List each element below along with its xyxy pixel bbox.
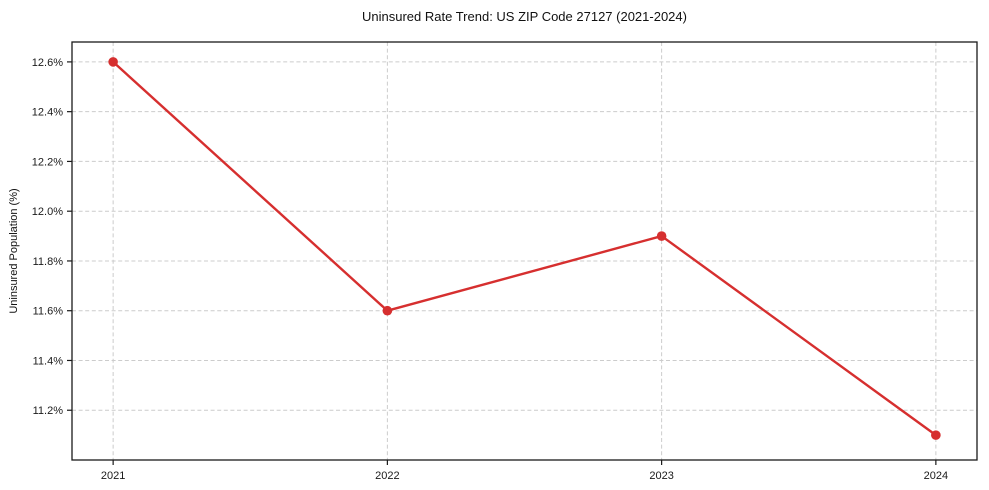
data-point [108, 57, 118, 67]
y-tick-label: 12.2% [32, 156, 63, 168]
y-tick-label: 11.8% [33, 256, 64, 268]
x-tick-label: 2024 [924, 470, 948, 482]
chart-title: Uninsured Rate Trend: US ZIP Code 27127 … [362, 9, 687, 24]
y-tick-label: 12.4% [32, 107, 63, 119]
trend-line [111, 60, 938, 437]
x-tick-label: 2022 [375, 470, 399, 482]
plot-border [71, 41, 978, 461]
x-tick-label: 2021 [101, 470, 125, 482]
y-tick-label: 11.6% [33, 306, 64, 318]
y-tick-label: 12.6% [32, 57, 63, 69]
data-point [656, 231, 667, 241]
data-point [382, 305, 393, 316]
y-tick-label: 12.0% [32, 206, 63, 218]
x-tick-label: 2023 [649, 470, 673, 482]
data-point [931, 430, 941, 440]
y-tick-label: 11.4% [33, 355, 64, 367]
y-tick-label: 11.2% [33, 405, 64, 417]
